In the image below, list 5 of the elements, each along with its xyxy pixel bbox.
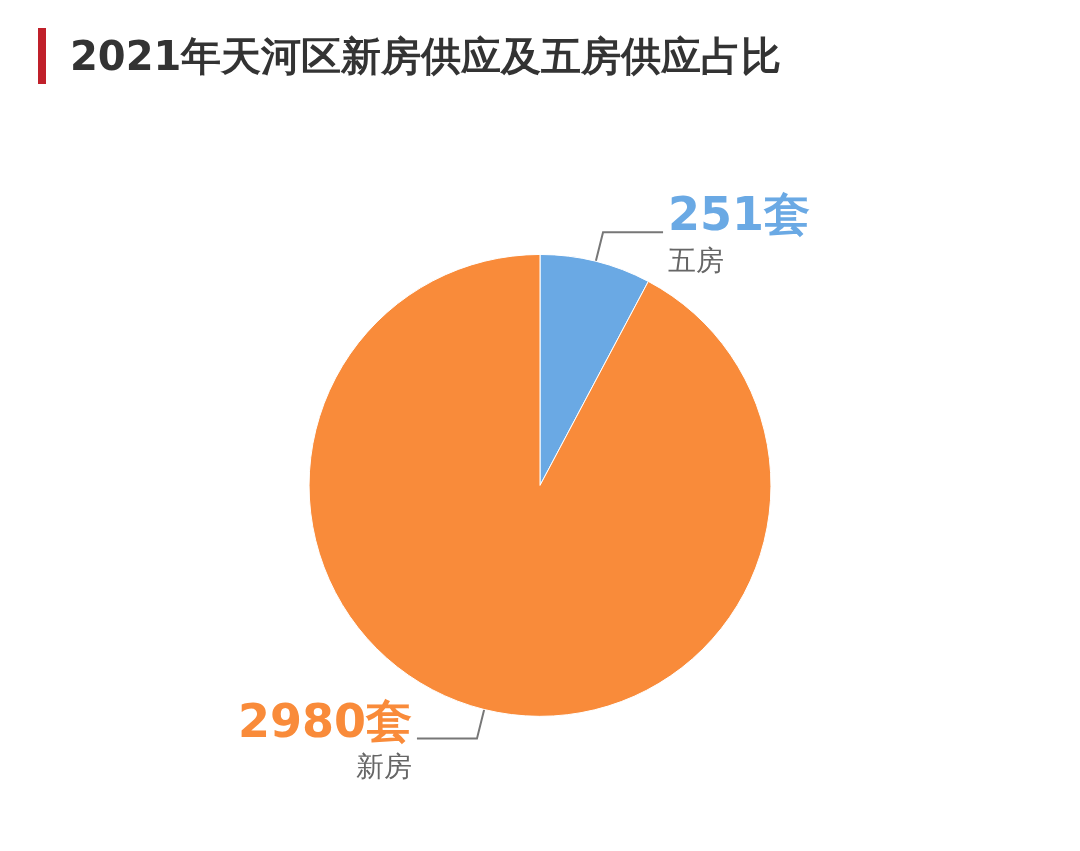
slice-label: 新房 <box>355 750 412 784</box>
slice-label: 五房 <box>668 243 725 277</box>
data-label: 2980套 <box>237 693 412 748</box>
data-label: 251套 <box>668 187 811 242</box>
chart-title: 2021年天河区新房供应及五房供应占比 <box>38 28 1072 84</box>
